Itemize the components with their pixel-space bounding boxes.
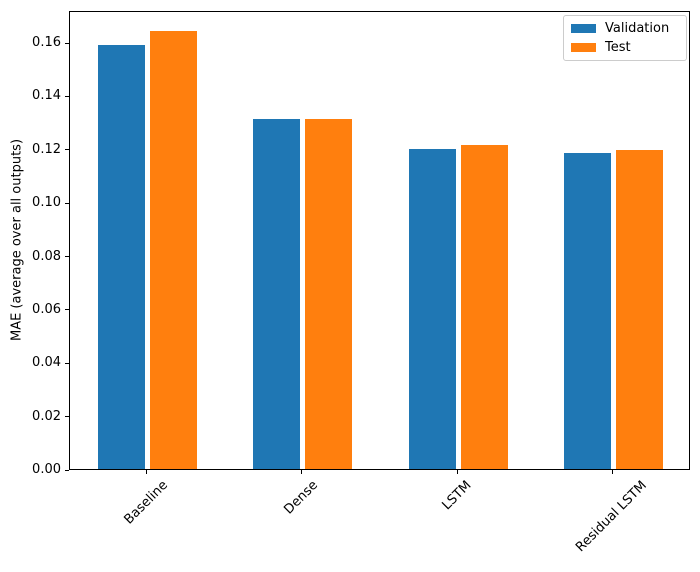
bar-test-lstm xyxy=(460,144,508,469)
legend-label-validation: Validation xyxy=(605,21,670,37)
legend-item-validation: Validation xyxy=(571,21,679,36)
bar-test-baseline xyxy=(150,31,198,469)
bar-validation-baseline xyxy=(98,44,146,469)
y-tick-label: 0.10 xyxy=(32,195,61,211)
y-tick-label: 0.12 xyxy=(32,141,61,157)
y-tick-label: 0.02 xyxy=(32,408,61,424)
x-tick-mark xyxy=(301,470,303,474)
x-tick-label-lstm: LSTM xyxy=(439,478,475,514)
y-tick-mark xyxy=(65,42,69,44)
x-tick-mark xyxy=(146,470,148,474)
bar-test-dense xyxy=(305,119,353,469)
y-tick-label: 0.16 xyxy=(32,35,61,51)
legend-swatch-test xyxy=(571,42,596,52)
y-tick-label: 0.00 xyxy=(32,462,61,477)
bar-test-residual-lstm xyxy=(615,150,663,469)
x-tick-mark xyxy=(611,470,613,474)
bars-layer xyxy=(70,12,689,469)
legend-label-test: Test xyxy=(605,39,631,55)
y-tick-mark xyxy=(65,416,69,418)
y-tick-label: 0.04 xyxy=(32,355,61,371)
y-tick-mark xyxy=(65,95,69,97)
plot-area xyxy=(69,11,690,470)
y-tick-mark xyxy=(65,256,69,257)
bar-validation-dense xyxy=(253,119,301,469)
legend-swatch-validation xyxy=(571,24,596,34)
y-tick-mark xyxy=(65,362,69,364)
bar-validation-lstm xyxy=(408,148,456,469)
y-tick-mark xyxy=(65,469,69,471)
y-tick-mark xyxy=(65,202,69,204)
y-tick-mark xyxy=(65,149,69,151)
y-tick-label: 0.06 xyxy=(32,301,61,317)
x-tick-label-baseline: Baseline xyxy=(121,477,172,528)
bar-validation-residual-lstm xyxy=(563,152,611,469)
y-tick-mark xyxy=(65,309,69,311)
x-tick-mark xyxy=(456,470,458,474)
legend: Validation Test xyxy=(563,15,687,61)
y-tick-label: 0.08 xyxy=(32,248,61,264)
x-tick-label-residual-lstm: Residual LSTM xyxy=(573,478,651,555)
x-tick-label-dense: Dense xyxy=(281,477,322,518)
y-tick-label: 0.14 xyxy=(32,88,61,104)
legend-item-test: Test xyxy=(571,40,679,55)
